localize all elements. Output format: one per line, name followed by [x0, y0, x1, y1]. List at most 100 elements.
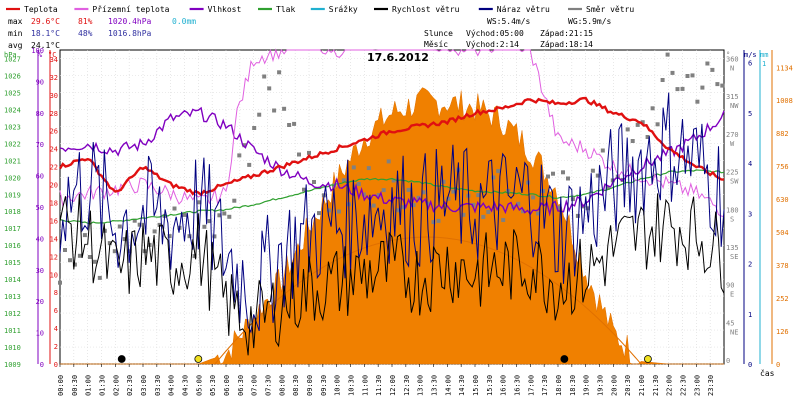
- x-tick-label: 23:30: [707, 375, 715, 396]
- dir-tick-label: 0: [726, 357, 730, 365]
- wind-direction-point: [570, 197, 575, 202]
- wind-direction-point: [715, 82, 720, 87]
- x-tick-label: 06:00: [223, 375, 231, 396]
- chart-title: 17.6.2012: [367, 51, 429, 64]
- unit-pct: %: [38, 51, 43, 59]
- stat-min-label: min: [8, 29, 23, 38]
- temp-tick-label: 22: [50, 164, 58, 172]
- hpa-tick-label: 1013: [4, 293, 21, 301]
- x-tick-label: 18:30: [569, 375, 577, 396]
- ms-tick-label: 5: [748, 110, 752, 118]
- unit-mm: mm: [760, 51, 768, 59]
- wind-direction-point: [396, 208, 401, 213]
- temp-tick-label: 18: [50, 200, 58, 208]
- wind-direction-point: [501, 218, 506, 222]
- stat-min-press: 1016.8hPa: [108, 29, 152, 38]
- temp-tick-label: 6: [54, 307, 58, 315]
- wind-direction-point: [317, 211, 321, 216]
- temp-tick-label: 2: [54, 343, 58, 351]
- dir-tick-label: 315: [726, 93, 739, 101]
- temp-tick-label: 20: [50, 182, 58, 190]
- dir-tick-label: 135: [726, 244, 739, 252]
- temp-tick-label: 10: [50, 271, 58, 279]
- legend-label: Náraz větru: [497, 5, 550, 14]
- wind-direction-point: [590, 168, 595, 173]
- x-tick-label: 20:00: [610, 375, 618, 396]
- hpa-tick-label: 1022: [4, 140, 21, 148]
- dir-compass-label: NE: [730, 328, 738, 336]
- pct-tick-label: 10: [36, 330, 44, 338]
- pct-tick-label: 80: [36, 110, 44, 118]
- x-tick-label: 17:30: [541, 375, 549, 396]
- wind-direction-point: [625, 127, 630, 132]
- wind-direction-point: [182, 212, 187, 217]
- wind-direction-point: [441, 179, 446, 184]
- hpa-tick-label: 1027: [4, 55, 21, 63]
- wind-direction-point: [546, 174, 550, 179]
- x-tick-label: 07:00: [251, 375, 259, 396]
- wind-direction-point: [326, 208, 331, 213]
- axes: 00:00 00:30 01:00 01:30 02:00 02:30 03:00 03:30…: [4, 47, 793, 396]
- wind-direction-point: [436, 218, 441, 223]
- wind-direction-point: [401, 205, 406, 210]
- x-tick-label: 19:00: [583, 375, 591, 396]
- wind-direction-point: [207, 219, 212, 224]
- hpa-tick-label: 1019: [4, 191, 21, 199]
- hpa-tick-label: 1009: [4, 361, 21, 369]
- wind-direction-point: [336, 209, 341, 214]
- wind-direction-point: [112, 249, 117, 254]
- x-tick-label: 04:00: [168, 375, 176, 396]
- wind-direction-point: [302, 187, 306, 192]
- wind-direction-point: [491, 175, 496, 180]
- wind-direction-point: [292, 121, 297, 126]
- dir-tick-label: 180: [726, 206, 739, 214]
- wind-direction-point: [217, 213, 222, 218]
- x-tick-label: 20:30: [624, 375, 632, 396]
- wind-direction-point: [421, 190, 426, 195]
- wind-direction-point: [551, 171, 555, 176]
- wind-direction-point: [536, 211, 541, 216]
- wind-direction-point: [710, 67, 715, 72]
- wind-direction-point: [297, 152, 301, 157]
- x-tick-label: 22:30: [680, 375, 688, 396]
- wind-direction-point: [406, 187, 411, 192]
- pct-tick-label: 30: [36, 267, 44, 275]
- wind-direction-point: [451, 189, 456, 194]
- wind-direction-point: [117, 224, 122, 229]
- dir-tick-label: 45: [726, 319, 734, 327]
- wind-direction-point: [232, 198, 237, 203]
- wind-direction-point: [670, 70, 675, 75]
- x-tick-label: 15:30: [486, 375, 494, 396]
- hpa-tick-label: 1018: [4, 208, 21, 216]
- wind-direction-point: [371, 203, 376, 208]
- x-tick-label: 05:00: [195, 375, 203, 396]
- pct-tick-label: 0: [40, 361, 44, 369]
- wind-direction-point: [197, 200, 202, 205]
- pct-tick-label: 60: [36, 173, 44, 181]
- legend-label: Vlhkost: [208, 5, 242, 14]
- x-tick-label: 02:00: [112, 375, 120, 396]
- legend-label: Rychlost větru: [392, 5, 460, 14]
- stat-min-hum: 48%: [78, 29, 93, 38]
- unit-dir: °: [726, 51, 730, 59]
- x-tick-label: 09:30: [320, 375, 328, 396]
- wind-direction-point: [92, 259, 97, 264]
- x-tick-label: 15:00: [472, 375, 480, 396]
- legend: Teplota Přízemní teplota Vlhkost Tlak Srážky…: [6, 5, 634, 14]
- legend-label: Teplota: [24, 5, 58, 14]
- x-tick-label: 17:00: [527, 375, 535, 396]
- wind-direction-point: [366, 166, 371, 171]
- x-tick-label: 22:00: [666, 375, 674, 396]
- x-tick-label: 13:30: [431, 375, 439, 396]
- stat-max-temp: 29.6°C: [31, 17, 60, 26]
- wind-direction-point: [242, 143, 247, 148]
- unit-hpa: hPa: [4, 51, 17, 59]
- pct-tick-label: 90: [36, 78, 44, 86]
- moonrise-marker: [117, 355, 126, 363]
- wind-direction-point: [391, 178, 396, 183]
- wind-direction-point: [277, 70, 282, 75]
- dir-tick-label: 225: [726, 169, 739, 177]
- stat-min-temp: 18.1°C: [31, 29, 60, 38]
